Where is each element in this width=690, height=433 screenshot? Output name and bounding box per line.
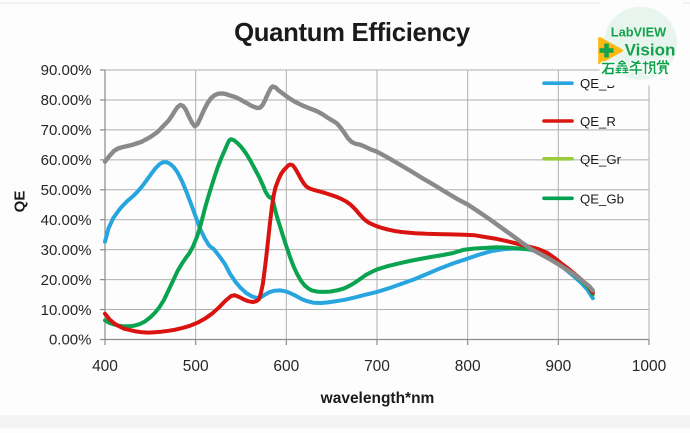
svg-text:QE: QE <box>12 191 29 213</box>
svg-text:70.00%: 70.00% <box>41 122 92 139</box>
svg-text:Vision: Vision <box>625 41 676 60</box>
svg-text:900: 900 <box>545 358 571 375</box>
svg-text:0.00%: 0.00% <box>49 332 92 349</box>
svg-text:1000: 1000 <box>632 358 667 375</box>
svg-text:40.00%: 40.00% <box>41 212 92 229</box>
svg-text:20.00%: 20.00% <box>41 272 92 289</box>
svg-text:800: 800 <box>455 358 481 375</box>
svg-text:50.00%: 50.00% <box>41 182 92 199</box>
svg-text:Quantum Efficiency: Quantum Efficiency <box>234 19 471 47</box>
svg-text:10.00%: 10.00% <box>41 302 92 319</box>
svg-text:600: 600 <box>273 358 299 375</box>
svg-text:QE_Gr: QE_Gr <box>580 152 622 167</box>
svg-text:500: 500 <box>183 358 209 375</box>
svg-text:700: 700 <box>364 358 390 375</box>
svg-text:LabVIEW: LabVIEW <box>611 25 667 40</box>
svg-text:QE_Gb: QE_Gb <box>580 191 624 206</box>
svg-text:30.00%: 30.00% <box>41 242 92 259</box>
svg-text:80.00%: 80.00% <box>41 92 92 109</box>
svg-text:wavelength*nm: wavelength*nm <box>320 390 435 407</box>
svg-text:60.00%: 60.00% <box>41 152 92 169</box>
svg-text:400: 400 <box>92 358 118 375</box>
svg-text:90.00%: 90.00% <box>41 62 92 79</box>
svg-text:QE_R: QE_R <box>580 114 616 129</box>
